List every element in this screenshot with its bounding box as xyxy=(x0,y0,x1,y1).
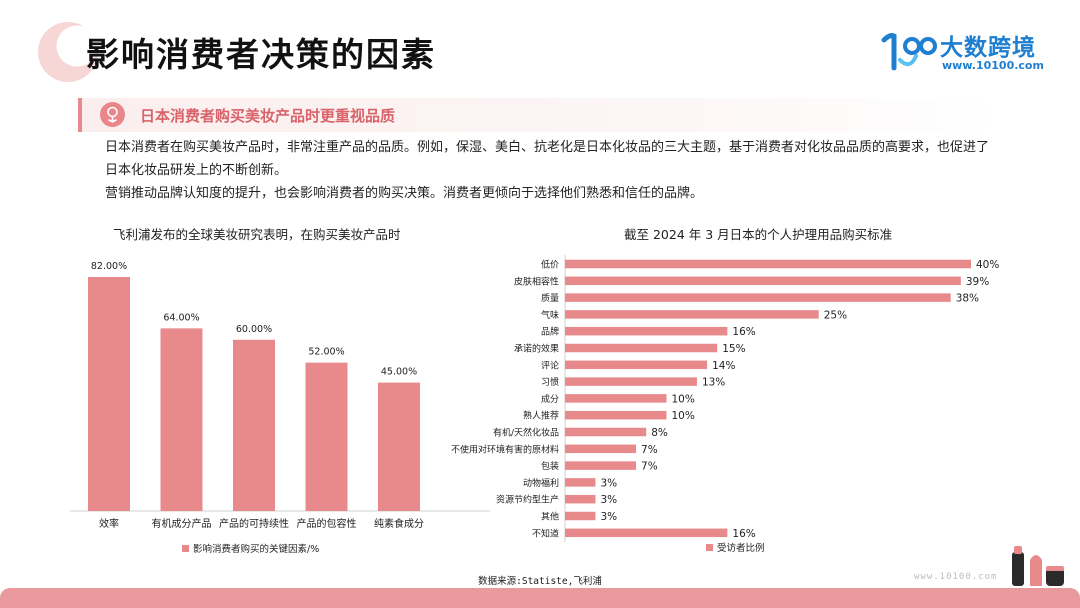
page-title: 影响消费者决策的因素 xyxy=(86,35,436,74)
right-category-label: 不使用对环境有害的原材料 xyxy=(451,443,559,455)
left-chart-title: 飞利浦发布的全球美妆研究表明，在购买美妆产品时 xyxy=(113,227,401,242)
brand-logo: 大数跨境 www.10100.com xyxy=(880,28,1055,74)
right-bar xyxy=(565,494,596,504)
right-category-label: 评论 xyxy=(541,359,559,371)
right-bar-value-label: 13% xyxy=(702,377,725,389)
right-category-label: 质量 xyxy=(541,292,559,304)
right-category-label: 成分 xyxy=(541,393,559,405)
right-bar-value-label: 10% xyxy=(672,410,695,422)
left-bar-value-label: 52.00% xyxy=(308,347,344,358)
left-category-label: 有机成分产品 xyxy=(152,517,212,530)
body-paragraph: 日本消费者在购买美妆产品时，非常注重产品的品质。例如，保湿、美白、抗老化是日本化… xyxy=(105,140,990,178)
right-category-label: 气味 xyxy=(541,309,559,321)
right-category-label: 熟人推荐 xyxy=(523,410,559,422)
left-category-label: 产品的可持续性 xyxy=(219,517,289,530)
left-bar xyxy=(88,277,130,511)
left-category-label: 效率 xyxy=(99,517,119,530)
body-text: 日本消费者在购买美妆产品时，非常注重产品的品质。例如，保湿、美白、抗老化是日本化… xyxy=(105,136,990,205)
right-category-label: 其他 xyxy=(541,511,559,523)
right-bar-value-label: 38% xyxy=(956,293,979,305)
logo-name: 大数跨境 xyxy=(940,35,1036,61)
right-bar-value-label: 3% xyxy=(600,477,617,489)
right-category-label: 有机/天然化妆品 xyxy=(493,427,559,439)
left-bar xyxy=(233,339,275,511)
right-category-label: 品牌 xyxy=(541,326,559,338)
left-category-label: 纯素食成分 xyxy=(374,517,424,530)
right-bar xyxy=(565,394,667,403)
left-bar-value-label: 60.00% xyxy=(236,324,272,335)
logo-url: www.10100.com xyxy=(942,59,1044,72)
right-bar-value-label: 7% xyxy=(641,461,658,473)
right-bar xyxy=(565,444,637,454)
left-bar-value-label: 82.00% xyxy=(91,261,127,272)
left-bar xyxy=(378,382,420,511)
logo-mark-icon xyxy=(881,33,937,71)
right-bar-value-label: 3% xyxy=(600,494,617,506)
right-bar xyxy=(565,360,708,370)
left-bar-value-label: 45.00% xyxy=(381,367,417,378)
right-bar xyxy=(565,343,718,353)
left-bar xyxy=(305,362,348,511)
right-bar xyxy=(565,293,951,302)
right-bar-value-label: 16% xyxy=(732,528,755,540)
right-category-label: 承诺的效果 xyxy=(514,343,559,355)
left-category-label: 产品的包容性 xyxy=(297,517,357,530)
right-bar xyxy=(565,276,961,286)
right-bar-value-label: 39% xyxy=(966,276,989,288)
left-bar-chart: 82.00% 效率 64.00% 有机成分产品 60.00% 产品的可持续性 52.00% 产… xyxy=(70,261,490,555)
left-legend-label: 影响消费者购买的关键因素/% xyxy=(193,543,319,555)
cosmetics-products-icon xyxy=(1012,546,1064,586)
body-paragraph: 营销推动品牌认知度的提升，也会影响消费者的购买决策。消费者更倾向于选择他们熟悉和… xyxy=(105,186,704,201)
right-bar-value-label: 40% xyxy=(976,259,999,271)
right-bar-value-label: 25% xyxy=(824,309,847,321)
right-bar xyxy=(565,410,667,420)
section-header: 日本消费者购买美妆产品时更重视品质 xyxy=(78,98,998,132)
right-bar xyxy=(565,478,596,487)
watermark: www.10100.com xyxy=(914,572,998,582)
right-bar-value-label: 15% xyxy=(722,343,745,355)
footer-band xyxy=(0,588,1080,608)
data-source: 数据来源:Statiste,飞利浦 xyxy=(478,576,602,587)
right-category-label: 不知道 xyxy=(532,527,559,539)
right-bar-value-label: 16% xyxy=(732,326,755,338)
section-title: 日本消费者购买美妆产品时更重视品质 xyxy=(140,107,396,125)
right-category-label: 低价 xyxy=(541,259,559,271)
right-category-label: 习惯 xyxy=(541,376,559,388)
flower-icon xyxy=(100,102,125,127)
right-bar-value-label: 14% xyxy=(712,360,735,372)
right-category-label: 动物福利 xyxy=(523,477,559,489)
right-bar xyxy=(565,326,728,336)
right-bar xyxy=(565,427,647,437)
right-bar xyxy=(565,310,819,319)
right-chart-title: 截至 2024 年 3 月日本的个人护理用品购买标准 xyxy=(624,227,893,242)
right-category-label: 包装 xyxy=(541,460,559,472)
right-category-label: 资源节约型生产 xyxy=(496,494,559,506)
right-legend-label: 受访者比例 xyxy=(717,542,765,554)
right-bar-value-label: 7% xyxy=(641,444,658,456)
right-legend-swatch xyxy=(706,544,713,551)
left-bar xyxy=(160,328,203,511)
right-bar xyxy=(565,377,697,386)
right-bar xyxy=(565,528,728,538)
right-bar-value-label: 10% xyxy=(672,393,695,405)
right-bar-value-label: 3% xyxy=(600,511,617,523)
right-bar-chart: 低价 40% 皮肤相容性 39% 质量 38% 气味 25% 品牌 16% 承诺的效果 15% 评论 14… xyxy=(451,255,999,554)
left-bar-value-label: 64.00% xyxy=(163,312,199,323)
right-bar xyxy=(565,461,637,470)
right-bar xyxy=(565,259,971,269)
right-bar xyxy=(565,511,596,521)
right-category-label: 皮肤相容性 xyxy=(514,275,559,287)
left-legend-swatch xyxy=(182,545,189,552)
right-bar-value-label: 8% xyxy=(651,427,668,439)
title-decoration xyxy=(38,22,98,82)
